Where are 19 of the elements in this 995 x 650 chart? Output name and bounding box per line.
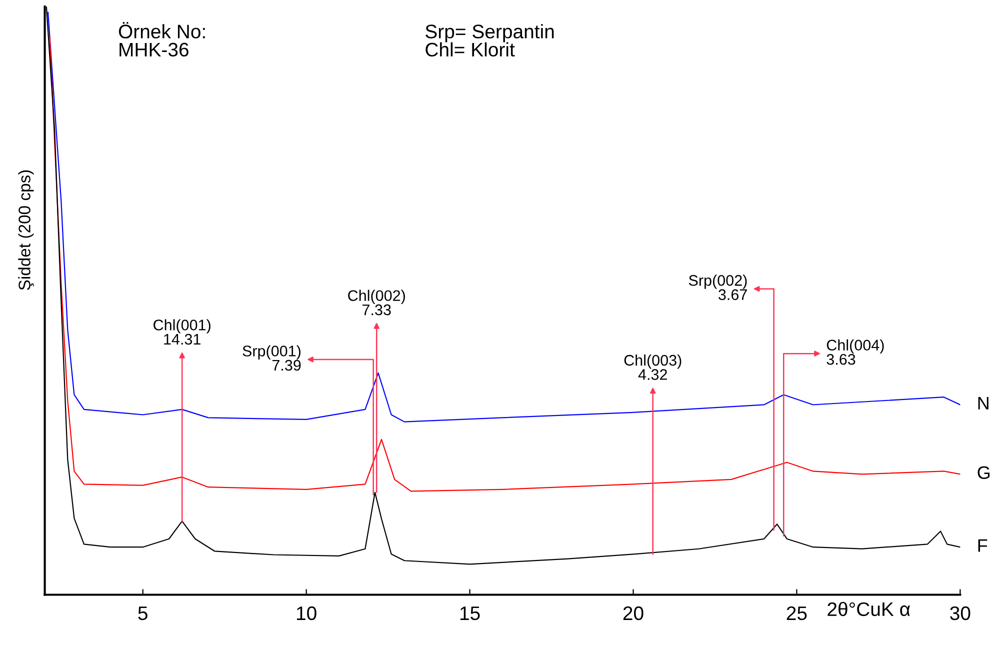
series-label: N <box>978 396 988 410</box>
y-axis-title: Şiddet (200 cps) <box>18 170 34 290</box>
annotation: Chl(003) 4.32 <box>624 354 682 380</box>
x-tick-label: 20 <box>623 606 644 620</box>
annotation: Srp(002) 3.67 <box>688 274 747 300</box>
x-tick-label: 25 <box>786 606 807 620</box>
annotation: Chl(001) 14.31 <box>154 319 210 345</box>
annotation: Chl(002) 7.33 <box>348 290 405 316</box>
annotation: Chl(004) 3.63 <box>826 339 884 365</box>
x-tick-label: 5 <box>138 606 148 620</box>
x-tick-label: 10 <box>296 606 316 620</box>
x-tick-label: 30 <box>950 606 970 620</box>
x-axis-title: 2θ°CuK α <box>828 602 910 616</box>
annotation: Örnek No: MHK-36 <box>118 22 205 57</box>
x-tick-label: 15 <box>460 606 480 620</box>
series-label: G <box>978 466 990 480</box>
series-label: F <box>978 539 988 552</box>
annotation: Srp= Serpantin Chl= Klorit <box>426 24 554 57</box>
annotation: Srp(001) 7.39 <box>242 345 301 371</box>
